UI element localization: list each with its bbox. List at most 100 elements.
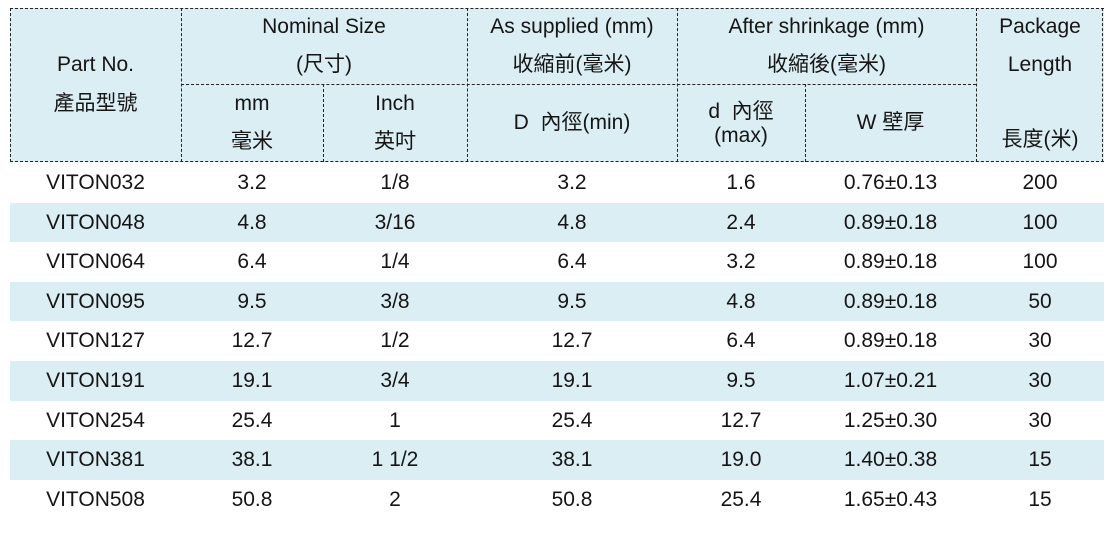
header-part-no-zh: 產品型號	[53, 92, 138, 115]
cell-package-length: 30	[1028, 408, 1052, 432]
header-border-bottom	[10, 161, 1104, 162]
cell-wall-thickness: 0.89±0.18	[843, 289, 938, 313]
table-row: VITON191 19.1 3/4 19.1 9.5 1.07±0.21 30	[10, 361, 1104, 401]
cell-wall-thickness: 1.07±0.21	[843, 369, 938, 392]
cell-inner-diameter-max: 6.4	[726, 329, 756, 353]
cell-size-inch: 1 1/2	[371, 448, 419, 472]
table-row: VITON381 38.1 1 1/2 38.1 19.0 1.40±0.38 15	[10, 440, 1104, 480]
header-as-supplied: As supplied (mm)	[490, 15, 654, 38]
header-column-divider	[467, 8, 468, 162]
cell-inner-diameter-min: 38.1	[551, 448, 593, 472]
cell-size-inch: 2	[389, 487, 401, 511]
cell-part-no: VITON032	[46, 171, 145, 194]
header-inner-diameter-max-unit: (max)	[714, 124, 768, 147]
cell-part-no: VITON064	[46, 250, 145, 274]
header-length: Length	[1007, 53, 1073, 76]
header-length-zh: 長度(米)	[1001, 128, 1079, 151]
header-nominal-size: Nominal Size	[262, 15, 386, 38]
cell-inner-diameter-max: 12.7	[720, 408, 762, 432]
table-row: VITON254 25.4 1 25.4 12.7 1.25±0.30 30	[10, 401, 1104, 441]
cell-wall-thickness: 0.89±0.18	[843, 250, 938, 274]
cell-inner-diameter-min: 19.1	[551, 369, 593, 392]
header-mm: mm	[234, 92, 270, 115]
cell-wall-thickness: 1.25±0.30	[843, 408, 938, 432]
cell-size-mm: 50.8	[231, 487, 273, 511]
cell-size-mm: 25.4	[231, 408, 273, 432]
cell-size-mm: 4.8	[237, 210, 267, 234]
table-row: VITON064 6.4 1/4 6.4 3.2 0.89±0.18 100	[10, 242, 1104, 282]
cell-package-length: 100	[1022, 250, 1058, 274]
table-row: VITON095 9.5 3/8 9.5 4.8 0.89±0.18 50	[10, 281, 1104, 322]
header-inner-diameter-max: d 內徑	[708, 100, 774, 123]
header-nominal-size-zh: (尺寸)	[296, 53, 352, 76]
cell-inner-diameter-max: 2.4	[726, 210, 756, 234]
cell-wall-thickness: 1.65±0.43	[843, 487, 938, 511]
header-as-supplied-zh: 收縮前(毫米)	[512, 53, 632, 76]
cell-inner-diameter-min: 3.2	[557, 171, 587, 194]
cell-part-no: VITON381	[46, 448, 145, 472]
cell-inner-diameter-max: 1.6	[726, 171, 756, 194]
header-inch-zh: 英吋	[374, 130, 416, 153]
cell-package-length: 30	[1028, 329, 1052, 353]
header-border-top	[10, 8, 1104, 9]
cell-size-mm: 19.1	[231, 369, 273, 392]
table-row: VITON127 12.7 1/2 12.7 6.4 0.89±0.18 30	[10, 321, 1104, 361]
cell-wall-thickness: 1.40±0.38	[843, 448, 938, 472]
cell-inner-diameter-max: 19.0	[720, 448, 762, 472]
cell-inner-diameter-min: 9.5	[557, 289, 587, 313]
header-border-right	[1102, 8, 1103, 162]
cell-part-no: VITON048	[46, 210, 145, 234]
table-row: VITON032 3.2 1/8 3.2 1.6 0.76±0.13 200	[10, 163, 1104, 203]
cell-size-mm: 9.5	[237, 289, 267, 313]
cell-part-no: VITON127	[46, 329, 145, 353]
cell-inner-diameter-max: 9.5	[726, 369, 756, 392]
cell-package-length: 100	[1022, 210, 1058, 234]
cell-inner-diameter-min: 25.4	[551, 408, 593, 432]
cell-size-inch: 1/4	[380, 250, 410, 274]
header-subdivider	[181, 84, 976, 85]
cell-package-length: 15	[1028, 448, 1052, 472]
table-row: VITON048 4.8 3/16 4.8 2.4 0.89±0.18 100	[10, 202, 1104, 243]
table-row: VITON508 50.8 2 50.8 25.4 1.65±0.43 15	[10, 480, 1104, 520]
cell-size-inch: 3/16	[374, 210, 416, 234]
cell-inner-diameter-min: 50.8	[551, 487, 593, 511]
header-inch: Inch	[375, 92, 415, 115]
cell-inner-diameter-max: 3.2	[726, 250, 756, 274]
cell-part-no: VITON191	[46, 369, 145, 392]
header-mm-zh: 毫米	[231, 130, 273, 153]
header-part-no: Part No.	[56, 53, 135, 76]
cell-size-inch: 1/2	[380, 329, 410, 353]
cell-part-no: VITON254	[46, 408, 145, 432]
cell-package-length: 50	[1028, 289, 1052, 313]
header-package: Package	[999, 15, 1081, 38]
cell-inner-diameter-min: 12.7	[551, 329, 593, 353]
cell-part-no: VITON508	[46, 487, 145, 511]
cell-part-no: VITON095	[46, 289, 145, 313]
cell-size-inch: 3/4	[380, 369, 410, 392]
cell-wall-thickness: 0.89±0.18	[843, 329, 938, 353]
cell-size-mm: 6.4	[237, 250, 267, 274]
cell-inner-diameter-max: 25.4	[720, 487, 762, 511]
cell-size-inch: 3/8	[380, 289, 410, 313]
header-after-shrinkage-zh: 收縮後(毫米)	[767, 53, 886, 76]
header-subcolumn-divider	[323, 84, 324, 162]
header-wall-thickness: W 壁厚	[856, 111, 925, 134]
header-column-divider	[976, 8, 977, 162]
header-border-left	[10, 8, 11, 162]
cell-size-mm: 38.1	[231, 448, 273, 472]
cell-wall-thickness: 0.89±0.18	[843, 210, 938, 234]
cell-size-inch: 1/8	[380, 171, 410, 194]
cell-size-mm: 12.7	[231, 329, 273, 353]
cell-inner-diameter-min: 4.8	[557, 210, 587, 234]
cell-package-length: 30	[1028, 369, 1052, 392]
cell-size-mm: 3.2	[237, 171, 267, 194]
cell-package-length: 200	[1022, 171, 1058, 194]
table-header-background	[10, 8, 1104, 162]
cell-inner-diameter-max: 4.8	[726, 289, 756, 313]
cell-package-length: 15	[1028, 487, 1052, 511]
header-column-divider	[181, 8, 182, 162]
cell-inner-diameter-min: 6.4	[557, 250, 587, 274]
cell-wall-thickness: 0.76±0.13	[843, 171, 938, 194]
header-column-divider	[677, 8, 678, 162]
header-after-shrinkage: After shrinkage (mm)	[728, 15, 925, 38]
